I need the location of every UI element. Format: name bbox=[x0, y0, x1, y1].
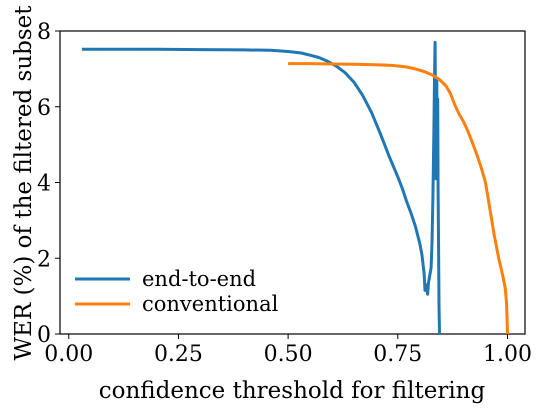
legend: end-to-end conventional bbox=[75, 267, 279, 316]
legend-label-conventional: conventional bbox=[142, 292, 279, 316]
y-tick-label: 6 bbox=[37, 96, 51, 121]
plot-area bbox=[59, 30, 526, 335]
x-tick-label: 0.75 bbox=[373, 342, 422, 367]
y-tick-label: 2 bbox=[37, 247, 51, 272]
x-tick-label: 0.25 bbox=[154, 342, 203, 367]
series-line-end-to-end bbox=[81, 40, 441, 335]
x-tick-label: 1.00 bbox=[483, 342, 532, 367]
x-tick-label: 0.50 bbox=[264, 342, 313, 367]
y-tick-label: 8 bbox=[37, 20, 51, 45]
series-layer bbox=[81, 40, 509, 335]
x-ticks: 0.00 0.25 0.50 0.75 1.00 bbox=[44, 334, 532, 367]
y-ticks: 0 2 4 6 8 bbox=[37, 20, 60, 348]
x-axis-label: confidence threshold for filtering bbox=[99, 378, 486, 404]
series-line-conventional bbox=[288, 62, 509, 335]
y-tick-label: 0 bbox=[37, 323, 51, 348]
y-axis-label: WER (%) of the filtered subset bbox=[11, 5, 37, 361]
x-tick-label: 0.00 bbox=[44, 342, 93, 367]
y-tick-label: 4 bbox=[37, 172, 51, 197]
legend-label-end-to-end: end-to-end bbox=[142, 267, 256, 291]
